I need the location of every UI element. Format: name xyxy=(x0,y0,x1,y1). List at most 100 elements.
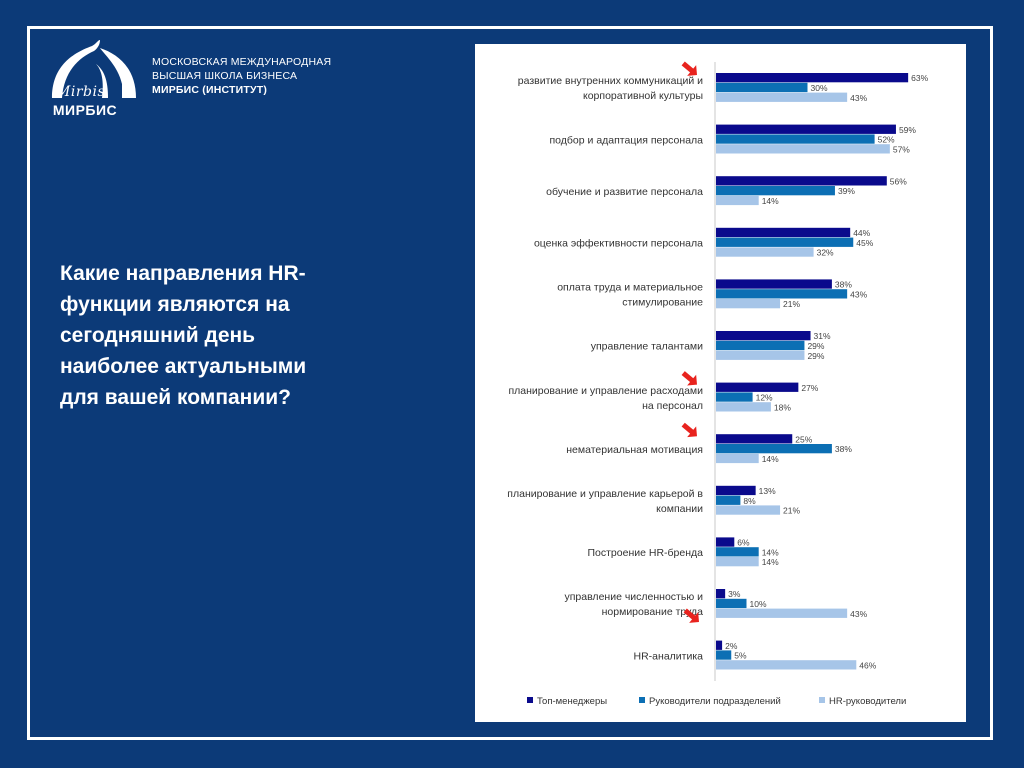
bar xyxy=(716,289,848,299)
category-label: стимулирование xyxy=(622,297,703,309)
data-label: 10% xyxy=(750,599,767,609)
school-name-line: МИРБИС (ИНСТИТУТ) xyxy=(152,84,268,96)
question-line: наиболее актуальными xyxy=(60,355,307,378)
data-label: 27% xyxy=(801,383,818,393)
bar xyxy=(716,195,759,206)
bar xyxy=(716,134,875,144)
survey-bar-chart: развитие внутренних коммуникаций и корпор… xyxy=(507,61,929,707)
data-label: 44% xyxy=(853,228,870,238)
category-label: планирование и управление расходами xyxy=(508,385,703,397)
dome-logo-icon xyxy=(52,40,136,98)
bar xyxy=(716,82,808,93)
arrow-head xyxy=(689,612,699,623)
school-name-line: МОСКОВСКАЯ МЕЖДУНАРОДНАЯ xyxy=(152,56,332,68)
data-label: 32% xyxy=(817,248,834,258)
bar xyxy=(716,340,805,351)
bar xyxy=(716,434,793,444)
data-label: 14% xyxy=(762,454,779,464)
data-label: 5% xyxy=(734,651,747,661)
category-label: Построение HR-бренда xyxy=(587,547,703,559)
mirbis-logo: Mirbis МИРБИС xyxy=(48,40,140,120)
category-label: управление талантами xyxy=(591,341,703,353)
bar xyxy=(716,608,848,618)
bar xyxy=(716,547,759,557)
data-label: 2% xyxy=(725,641,738,651)
data-label: 12% xyxy=(756,393,773,403)
data-label: 13% xyxy=(759,486,776,496)
bar xyxy=(716,402,771,412)
data-label: 39% xyxy=(838,186,855,196)
data-label: 29% xyxy=(807,351,824,361)
highlight-arrow-icon xyxy=(681,422,697,438)
legend-label: Топ-менеджеры xyxy=(537,696,607,707)
data-label: 38% xyxy=(835,280,852,290)
bar xyxy=(716,557,759,567)
data-label: 14% xyxy=(762,557,779,567)
data-label: 31% xyxy=(814,331,831,341)
category-label: нематериальная мотивация xyxy=(566,444,703,456)
data-label: 29% xyxy=(807,341,824,351)
legend-label: HR-руководители xyxy=(829,696,906,707)
bar xyxy=(716,144,890,154)
data-label: 8% xyxy=(743,496,756,506)
arrow-shaft xyxy=(681,422,695,435)
data-label: 14% xyxy=(762,547,779,557)
bar xyxy=(716,537,735,547)
data-label: 46% xyxy=(859,660,876,670)
bar xyxy=(716,640,723,650)
bar xyxy=(716,392,753,402)
arrow-head xyxy=(687,65,697,76)
question-line: Какие направления HR- xyxy=(60,262,306,285)
highlight-arrow-icon xyxy=(683,608,699,623)
category-label: планирование и управление карьерой в xyxy=(507,488,703,500)
legend-swatch xyxy=(639,697,645,703)
arrow-head xyxy=(687,426,697,438)
category-label: HR-аналитика xyxy=(634,650,704,662)
highlight-arrow-icon xyxy=(681,371,697,386)
arrow-head xyxy=(687,374,697,386)
question-line: для вашей компании? xyxy=(60,386,292,409)
school-name: МОСКОВСКАЯ МЕЖДУНАРОДНАЯ ВЫСШАЯ ШКОЛА БИ… xyxy=(152,55,331,97)
bar xyxy=(716,237,854,247)
bar xyxy=(716,495,741,505)
data-label: 43% xyxy=(850,609,867,619)
data-label: 3% xyxy=(728,589,741,599)
category-label: обучение и развитие персонала xyxy=(546,186,703,198)
bar xyxy=(716,598,747,609)
category-label: управление численностью и xyxy=(564,591,703,603)
bar xyxy=(716,299,781,309)
bar xyxy=(716,350,805,360)
bar xyxy=(716,279,832,289)
category-label: на персонал xyxy=(642,400,703,412)
arrow-shaft xyxy=(681,61,695,74)
category-label: развитие внутренних коммуникаций и xyxy=(518,75,703,87)
bar xyxy=(716,331,811,341)
highlight-arrow-icon xyxy=(681,61,697,76)
data-label: 63% xyxy=(911,73,928,83)
question-line: функции являются на xyxy=(60,293,290,316)
bar xyxy=(716,382,799,392)
data-label: 25% xyxy=(795,434,812,444)
arrow-shaft xyxy=(681,371,695,383)
data-label: 43% xyxy=(850,93,867,103)
bar xyxy=(716,589,726,599)
bar xyxy=(716,227,851,238)
legend-swatch xyxy=(527,697,533,703)
data-label: 21% xyxy=(783,506,800,516)
bar xyxy=(716,444,832,454)
logo-script-text: Mirbis xyxy=(56,84,106,100)
bar xyxy=(716,505,781,515)
question-heading: Какие направления HR- функции являются н… xyxy=(60,258,380,413)
bar xyxy=(716,247,814,257)
data-label: 57% xyxy=(893,144,910,154)
data-label: 45% xyxy=(856,238,873,248)
category-label: оплата труда и материальное xyxy=(557,282,703,294)
data-label: 52% xyxy=(878,135,895,145)
chart-panel: развитие внутренних коммуникаций и корпор… xyxy=(475,44,966,722)
bar xyxy=(716,124,896,134)
legend-swatch xyxy=(819,697,825,703)
legend-label: Руководители подразделений xyxy=(649,696,781,707)
data-label: 59% xyxy=(899,125,916,135)
category-label: подбор и адаптация персонала xyxy=(550,134,704,146)
data-label: 38% xyxy=(835,444,852,454)
